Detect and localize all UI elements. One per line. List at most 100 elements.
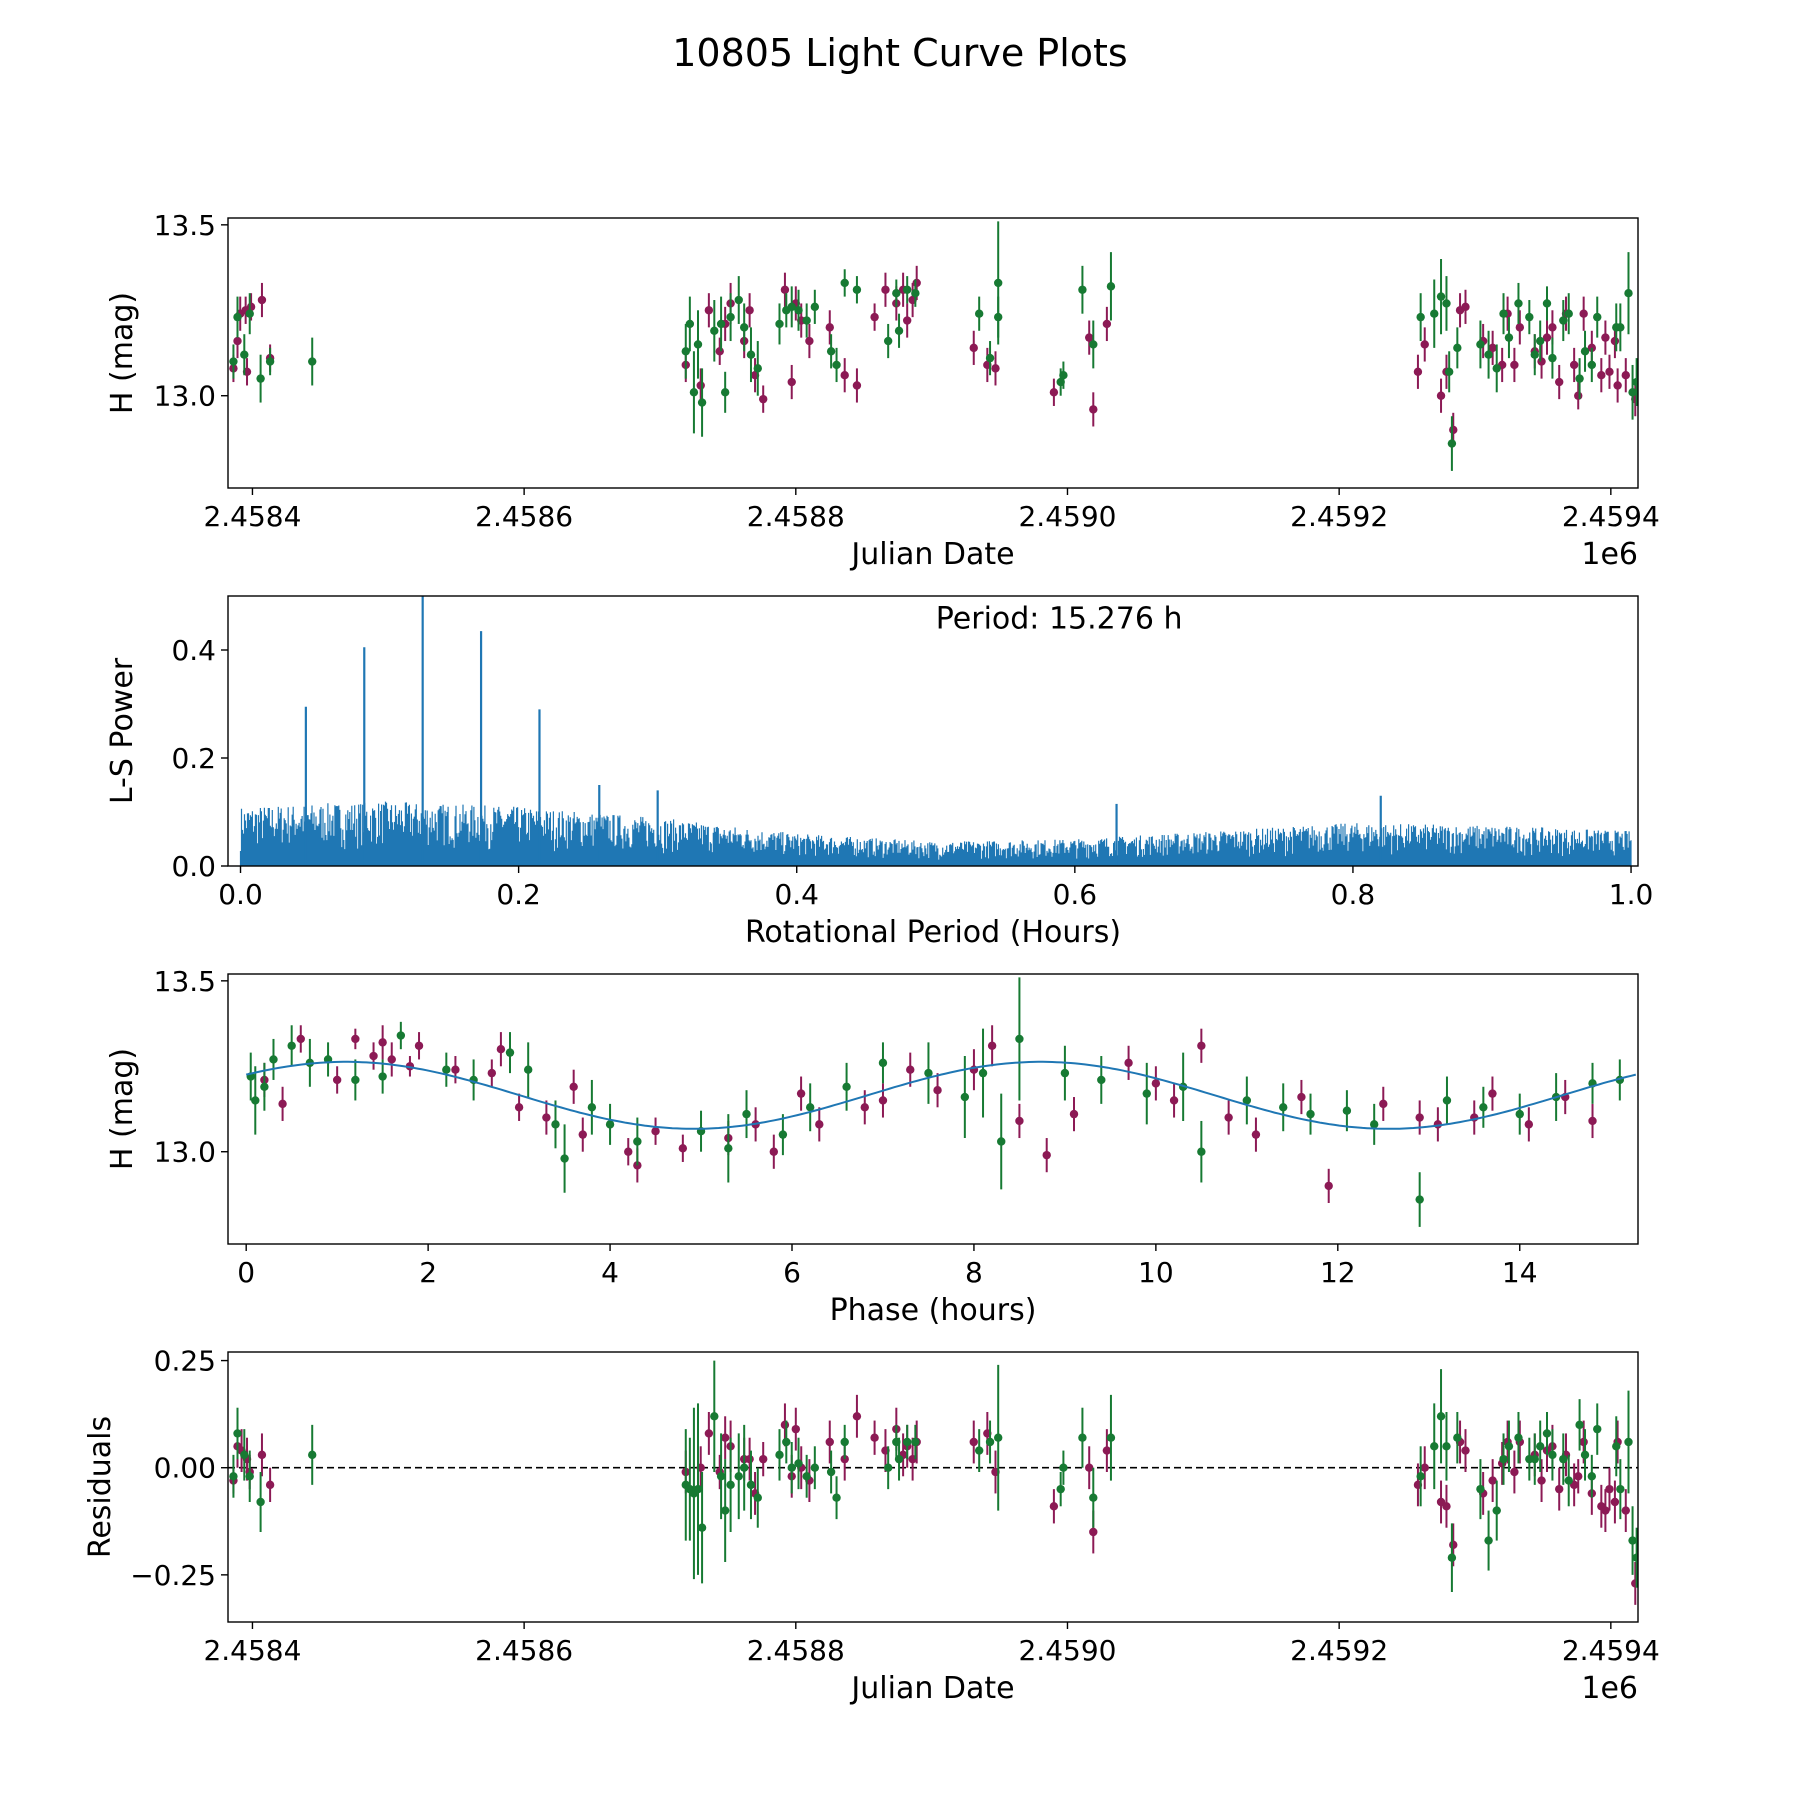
data-point — [775, 319, 784, 329]
data-point — [883, 336, 893, 346]
data-point — [1624, 288, 1633, 298]
data-point — [1279, 1103, 1288, 1112]
data-point — [780, 1420, 790, 1430]
x-tick-label: 12 — [1320, 1256, 1356, 1289]
data-point — [1610, 336, 1620, 346]
data-point — [780, 285, 790, 294]
data-point — [1415, 1195, 1424, 1204]
data-point — [1479, 1103, 1488, 1112]
x-tick-label: 2.4594 — [1562, 500, 1660, 533]
data-point — [1224, 1113, 1233, 1122]
data-point — [1085, 1463, 1094, 1472]
y-tick-label: 13.0 — [154, 380, 216, 413]
x-tick-label: 8 — [965, 1256, 983, 1289]
data-point — [924, 1068, 933, 1078]
data-point — [278, 1099, 287, 1109]
data-point — [1420, 1463, 1429, 1472]
data-point — [840, 1437, 849, 1447]
data-point — [745, 306, 754, 315]
data-point — [710, 326, 719, 335]
data-point — [1492, 364, 1501, 373]
data-point — [720, 388, 730, 397]
data-point — [1488, 1476, 1497, 1485]
data-point — [782, 1437, 791, 1447]
data-point — [308, 1450, 317, 1460]
data-point — [1537, 357, 1546, 366]
data-point — [778, 1130, 788, 1139]
data-point — [742, 1109, 751, 1119]
data-point — [791, 1424, 801, 1434]
data-point — [1555, 1484, 1564, 1494]
data-point — [1436, 1412, 1446, 1421]
x-axis-label: Phase (hours) — [830, 1293, 1037, 1328]
data-point — [1430, 1442, 1439, 1451]
x-tick-label: 0.2 — [496, 878, 541, 911]
data-point — [651, 1127, 660, 1136]
data-point — [878, 1096, 888, 1105]
x-tick-label: 2 — [419, 1256, 437, 1289]
data-point — [720, 1506, 730, 1515]
data-point — [1559, 316, 1568, 325]
data-point — [1476, 1484, 1485, 1494]
data-point — [912, 278, 921, 288]
data-point — [1559, 1454, 1568, 1464]
data-point — [985, 353, 995, 363]
data-point — [1059, 1463, 1068, 1472]
data-point — [894, 1454, 904, 1464]
data-point — [710, 1412, 719, 1421]
x-tick-label: 2.4584 — [203, 500, 301, 533]
x-tick-label: 4 — [601, 1256, 619, 1289]
data-point — [1060, 1068, 1070, 1078]
data-point — [720, 1433, 730, 1442]
y-tick-label: 13.5 — [154, 965, 216, 998]
data-point — [1580, 1450, 1590, 1460]
data-point — [991, 364, 1000, 373]
data-point — [1430, 309, 1439, 318]
data-point — [974, 309, 984, 318]
fit-curve — [245, 1060, 1637, 1130]
data-point — [685, 319, 695, 329]
data-point — [1415, 1113, 1424, 1122]
data-point — [745, 1454, 754, 1464]
data-point — [796, 1089, 806, 1098]
data-point — [1124, 1058, 1133, 1068]
data-point — [852, 1412, 862, 1421]
data-point — [787, 377, 796, 387]
x-axis-label: Julian Date — [849, 1671, 1014, 1706]
data-point — [1575, 1420, 1584, 1430]
data-point — [1056, 1484, 1065, 1494]
data-point — [1251, 1130, 1261, 1139]
data-point — [969, 1437, 978, 1447]
data-point — [587, 1103, 597, 1112]
data-point — [1089, 405, 1098, 414]
data-point — [265, 357, 275, 366]
data-point — [256, 1497, 265, 1507]
data-point — [1616, 323, 1625, 332]
data-point — [308, 357, 317, 366]
data-point — [852, 285, 862, 294]
data-point — [229, 1472, 238, 1481]
series-filter-2 — [229, 221, 1638, 471]
data-point — [739, 323, 749, 332]
data-point — [1587, 360, 1597, 370]
panel-residuals: 2.4584 2.4586 2.4588 2.4590 2.4592 2.4594 0.25… — [83, 1345, 1660, 1706]
data-point — [883, 1463, 893, 1472]
x-tick-label: 2.4586 — [475, 1634, 573, 1667]
data-point — [514, 1103, 524, 1112]
data-point — [870, 312, 879, 322]
series-filter-1 — [229, 1394, 1638, 1605]
data-point — [1542, 333, 1552, 342]
data-point — [233, 336, 242, 346]
data-point — [257, 1450, 267, 1460]
data-point — [911, 288, 920, 298]
data-point — [1499, 1454, 1508, 1464]
data-point — [1420, 340, 1429, 349]
x-tick-label: 0.4 — [774, 878, 819, 911]
y-tick-label: 13.5 — [154, 209, 216, 242]
power-baseline — [240, 860, 1632, 866]
data-point — [1488, 1089, 1497, 1098]
data-point — [542, 1113, 551, 1122]
x-tick-label: 1.0 — [1609, 878, 1654, 911]
data-point — [1379, 1099, 1388, 1109]
data-point — [697, 1523, 707, 1532]
